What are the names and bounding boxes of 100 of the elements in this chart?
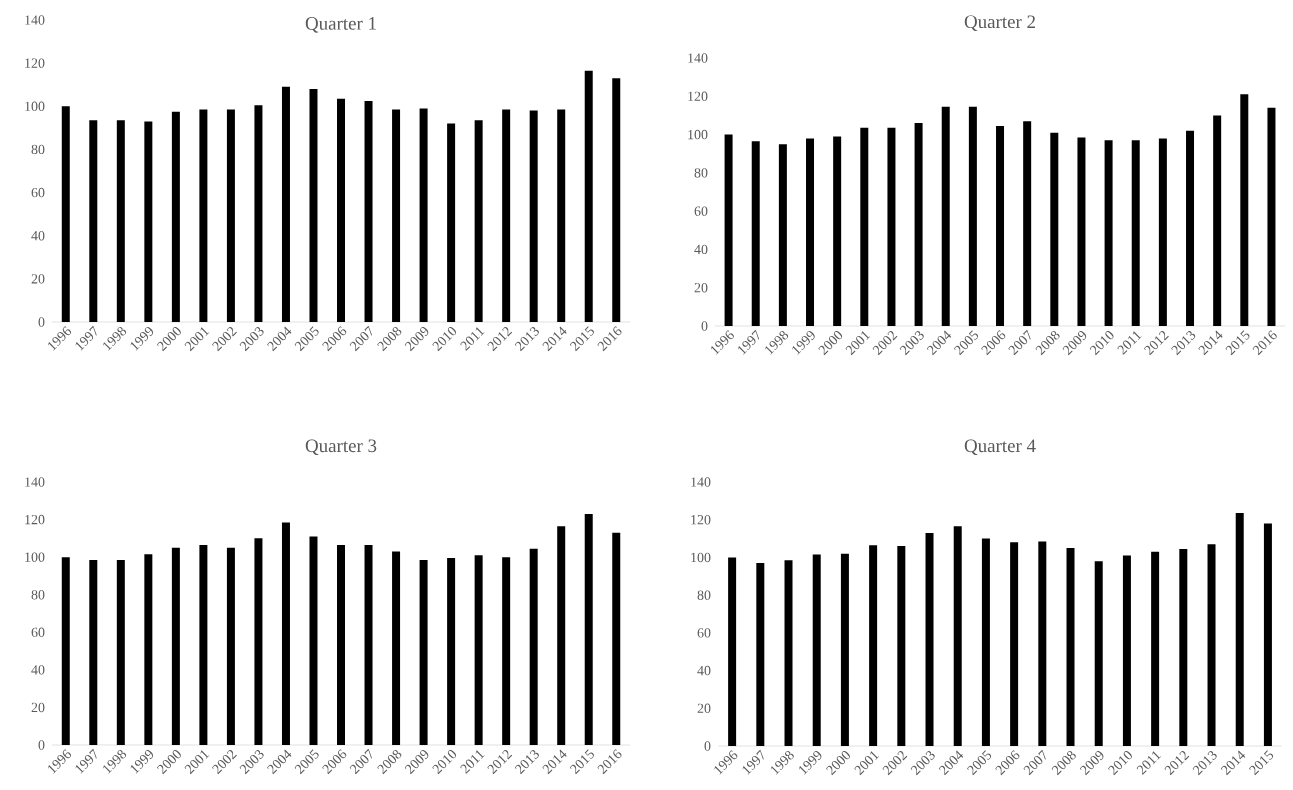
y-tick-label: 0 <box>704 741 711 751</box>
bar <box>419 108 428 322</box>
bar <box>724 134 733 326</box>
y-tick-label: 20 <box>31 702 45 713</box>
bar <box>1151 551 1160 746</box>
bar <box>860 127 869 326</box>
bar <box>1050 132 1059 326</box>
y-tick-label: 140 <box>25 15 45 25</box>
y-tick-label: 60 <box>694 206 708 216</box>
y-tick-label: 0 <box>38 317 45 327</box>
y-tick-label: 40 <box>31 231 45 241</box>
bar <box>840 553 849 746</box>
chart-title: Quarter 4 <box>964 439 1036 455</box>
y-tick-label: 140 <box>25 477 45 487</box>
bar <box>474 120 483 322</box>
bar <box>1104 140 1113 326</box>
bar <box>584 513 593 745</box>
bar <box>364 544 373 745</box>
y-tick-label: 80 <box>31 590 45 600</box>
bar <box>1066 548 1075 746</box>
bar <box>1179 548 1188 746</box>
bar <box>1186 130 1195 326</box>
y-tick-label: 120 <box>25 58 45 68</box>
bar <box>199 109 208 322</box>
bar <box>869 545 878 746</box>
bar <box>309 536 318 745</box>
bar <box>1131 140 1140 326</box>
bar <box>981 538 990 746</box>
bar <box>968 106 977 326</box>
bar <box>116 120 125 322</box>
bar <box>557 526 566 745</box>
bar <box>806 138 815 326</box>
bar <box>144 121 153 322</box>
y-tick-label: 80 <box>31 144 45 155</box>
y-tick-label: 0 <box>38 740 45 750</box>
bar <box>254 538 263 745</box>
y-tick-label: 120 <box>25 514 45 525</box>
bar <box>1240 94 1249 326</box>
bar <box>392 109 401 322</box>
bar <box>502 557 511 745</box>
y-tick-label: 100 <box>688 129 708 140</box>
bar <box>447 123 456 322</box>
bar <box>447 558 456 745</box>
bar <box>474 555 483 745</box>
bar <box>751 141 760 326</box>
bar <box>557 109 566 322</box>
y-tick-label: 0 <box>701 321 708 331</box>
y-tick-label: 60 <box>31 627 45 637</box>
bar <box>1077 137 1086 326</box>
y-tick-label: 40 <box>31 665 45 675</box>
bar <box>1023 121 1032 326</box>
y-tick-label: 100 <box>25 101 45 111</box>
bar <box>1038 541 1047 746</box>
bar <box>392 551 401 745</box>
bar <box>897 546 906 746</box>
bar <box>1263 523 1272 746</box>
bar <box>996 125 1005 326</box>
bar <box>226 109 235 322</box>
y-tick-label: 80 <box>694 168 708 178</box>
bar <box>612 78 621 322</box>
bar <box>925 532 934 746</box>
bar <box>61 557 70 745</box>
bar <box>612 532 621 745</box>
bar <box>1213 115 1222 326</box>
bar <box>502 109 511 322</box>
y-tick-label: 140 <box>691 477 711 487</box>
chart-title: Quarter 3 <box>305 439 377 455</box>
bar <box>171 547 180 745</box>
y-tick-label: 20 <box>694 283 708 293</box>
bar <box>1207 544 1216 746</box>
bar <box>1158 138 1167 326</box>
chart-title: Quarter 1 <box>305 17 376 33</box>
bar <box>887 127 896 326</box>
y-tick-label: 120 <box>688 91 708 101</box>
bar <box>941 106 950 326</box>
y-tick-label: 100 <box>25 552 45 562</box>
bar <box>364 100 373 322</box>
bar <box>281 86 290 322</box>
bar <box>309 89 318 322</box>
bar <box>226 547 235 745</box>
y-tick-label: 60 <box>697 628 711 638</box>
chart-title: Quarter 2 <box>964 15 1035 31</box>
bar <box>144 554 153 745</box>
y-tick-label: 40 <box>694 244 708 255</box>
bar <box>784 560 793 746</box>
bar <box>171 111 180 322</box>
bar <box>89 120 98 322</box>
y-tick-label: 100 <box>691 552 711 563</box>
bar <box>778 144 787 326</box>
bar <box>337 98 346 322</box>
bar <box>1094 561 1103 746</box>
bar <box>812 554 821 746</box>
y-tick-label: 140 <box>688 53 708 63</box>
bar <box>281 522 290 745</box>
y-tick-label: 40 <box>697 665 711 676</box>
bar <box>116 559 125 745</box>
bar <box>1235 513 1244 746</box>
bar <box>529 110 538 322</box>
bar <box>584 70 593 322</box>
bar <box>1122 555 1131 746</box>
